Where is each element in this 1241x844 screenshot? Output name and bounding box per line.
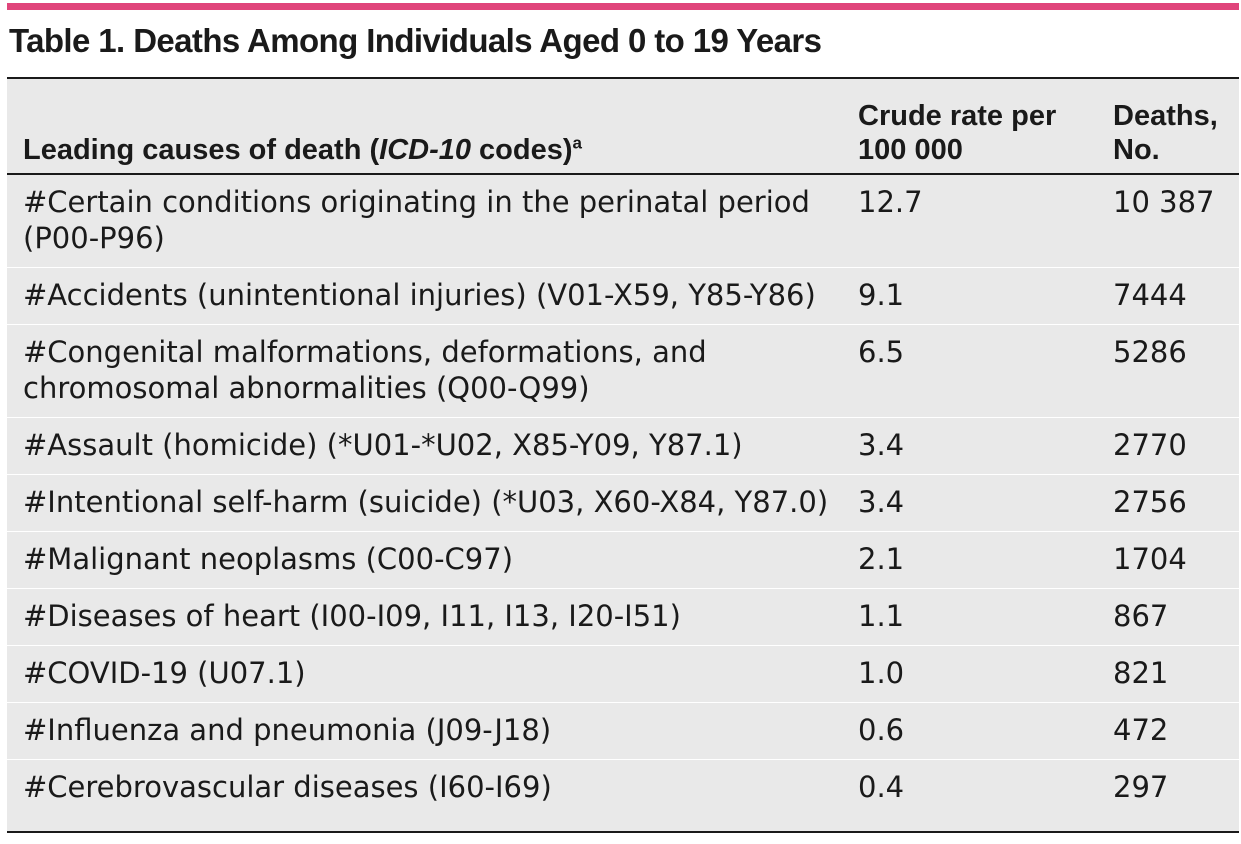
header-cause-prefix: Leading causes of death ( [23, 134, 380, 166]
rate-cell: 3.4 [858, 428, 905, 462]
cause-cell: #Diseases of heart (I00-I09, I11, I13, I… [23, 599, 681, 633]
table-row: #Accidents (unintentional injuries) (V01… [7, 267, 1239, 325]
deaths-cell: 821 [1113, 656, 1169, 690]
header-cause: Leading causes of death (ICD-10 codes)a [7, 79, 852, 174]
table-row: #Certain conditions originating in the p… [7, 174, 1239, 268]
cause-cell: #Accidents (unintentional injuries) (V01… [23, 278, 816, 312]
deaths-cell: 1704 [1113, 542, 1187, 576]
cause-cell: #Malignant neoplasms (C00-C97) [23, 542, 514, 576]
header-rate: Crude rate per 100 000 [852, 79, 1105, 174]
cause-cell: #COVID-19 (U07.1) [23, 656, 306, 690]
cause-cell: #Certain conditions originating in the p… [23, 185, 810, 255]
deaths-cell: 7444 [1113, 278, 1187, 312]
rate-cell: 1.1 [858, 599, 905, 633]
table-header: Leading causes of death (ICD-10 codes)a … [7, 79, 1239, 174]
table-row: #Diseases of heart (I00-I09, I11, I13, I… [7, 588, 1239, 646]
table-title: Table 1. Deaths Among Individuals Aged 0… [9, 22, 822, 59]
deaths-cell: 5286 [1113, 335, 1187, 369]
table-row: #Congenital malformations, deformations,… [7, 324, 1239, 418]
rate-cell: 12.7 [858, 185, 923, 219]
top-accent-rule [7, 3, 1239, 10]
cause-cell: #Congenital malformations, deformations,… [23, 335, 707, 405]
cause-cell: #Influenza and pneumonia (J09-J18) [23, 713, 552, 747]
rate-cell: 0.4 [858, 770, 905, 804]
deaths-cell: 867 [1113, 599, 1169, 633]
rate-cell: 3.4 [858, 485, 905, 519]
table-row: #Assault (homicide) (*U01-*U02, X85-Y09,… [7, 417, 1239, 475]
deaths-cell: 297 [1113, 770, 1169, 804]
deaths-cell: 2756 [1113, 485, 1187, 519]
rate-cell: 0.6 [858, 713, 905, 747]
header-cause-suffix: codes) [471, 134, 573, 166]
cause-cell: #Assault (homicide) (*U01-*U02, X85-Y09,… [23, 428, 743, 462]
table-row: #Intentional self-harm (suicide) (*U03, … [7, 474, 1239, 532]
table-body: #Certain conditions originating in the p… [7, 174, 1239, 816]
table-row: #Cerebrovascular diseases (I60-I69) 0.4 … [7, 759, 1239, 817]
header-footnote-marker: a [572, 133, 582, 153]
deaths-cell: 472 [1113, 713, 1169, 747]
cause-cell: #Cerebrovascular diseases (I60-I69) [23, 770, 552, 804]
table-row: #Influenza and pneumonia (J09-J18) 0.6 4… [7, 702, 1239, 760]
header-deaths-line1: Deaths, [1113, 100, 1218, 132]
cause-cell: #Intentional self-harm (suicide) (*U03, … [23, 485, 829, 519]
title-rule [7, 77, 1239, 79]
deaths-table: Leading causes of death (ICD-10 codes)a … [7, 79, 1239, 816]
header-rate-line2: 100 000 [858, 134, 963, 166]
header-rate-line1: Crude rate per [858, 100, 1057, 132]
table-row: #COVID-19 (U07.1) 1.0 821 [7, 645, 1239, 703]
header-deaths-line2: No. [1113, 134, 1160, 166]
deaths-cell: 2770 [1113, 428, 1187, 462]
data-table-container: Leading causes of death (ICD-10 codes)a … [7, 79, 1239, 833]
header-cause-italic: ICD-10 [379, 134, 471, 166]
header-row: Leading causes of death (ICD-10 codes)a … [7, 79, 1239, 174]
header-deaths: Deaths, No. [1105, 79, 1239, 174]
table-row: #Malignant neoplasms (C00-C97) 2.1 1704 [7, 531, 1239, 589]
rate-cell: 1.0 [858, 656, 905, 690]
rate-cell: 2.1 [858, 542, 905, 576]
deaths-cell: 10 387 [1113, 185, 1215, 219]
rate-cell: 6.5 [858, 335, 905, 369]
rate-cell: 9.1 [858, 278, 905, 312]
